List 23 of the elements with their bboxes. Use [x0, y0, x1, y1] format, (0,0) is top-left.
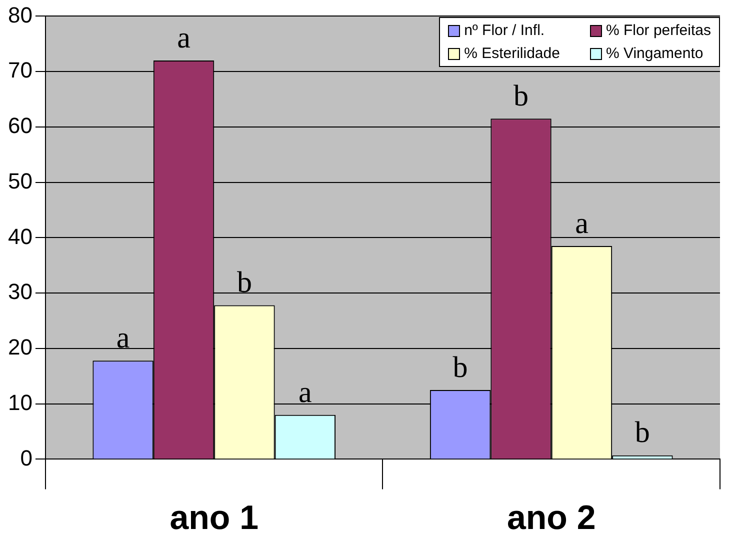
y-tick-label: 80	[8, 2, 32, 28]
y-tick-label: 70	[8, 58, 32, 83]
x-tick-label: ano 2	[506, 498, 596, 537]
y-tick-label: 20	[8, 334, 32, 360]
data-label: b	[236, 266, 252, 300]
y-tick-label: 40	[8, 224, 32, 249]
data-label: b	[514, 80, 529, 113]
data-label: a	[575, 206, 588, 240]
data-label: a	[298, 376, 312, 409]
y-tick-label: 10	[8, 390, 32, 415]
y-tick-label: 30	[8, 279, 32, 304]
legend-label: % Flor perfeitas	[606, 22, 711, 40]
data-label: a	[116, 322, 130, 355]
data-label: b	[634, 416, 650, 450]
y-tick-label: 60	[8, 113, 32, 138]
data-label: b	[452, 350, 468, 384]
data-label: a	[177, 21, 190, 54]
legend-label: nº Flor / Infl.	[464, 22, 545, 40]
legend-label: % Esterilidade	[464, 45, 560, 62]
y-tick-label: 0	[20, 445, 32, 470]
legend-label: % Vingamento	[606, 45, 704, 62]
y-tick-label: 50	[8, 168, 32, 194]
x-tick-label: ano 1	[170, 498, 259, 537]
